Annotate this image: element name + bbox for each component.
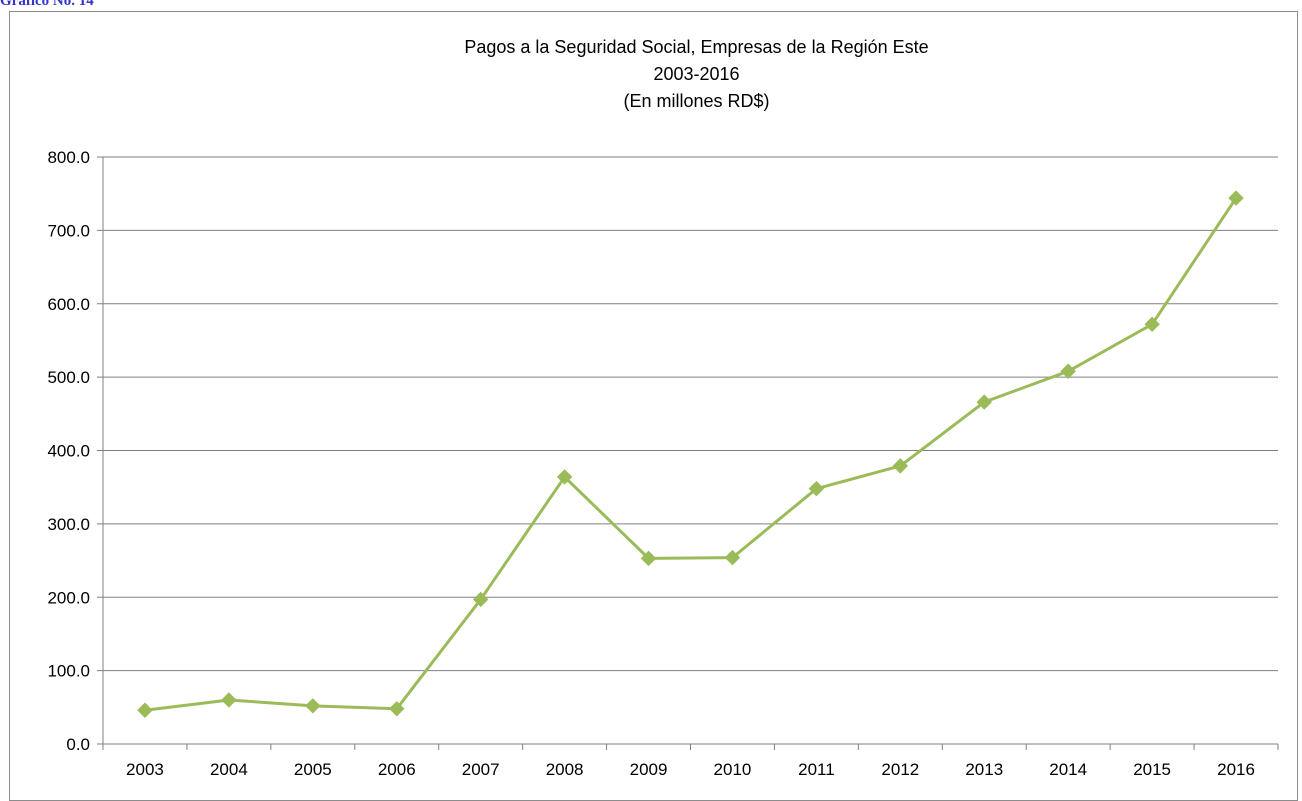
chart-frame: Pagos a la Seguridad Social, Empresas de… [9,11,1298,801]
x-tick-label: 2009 [630,760,668,779]
x-tick-label: 2010 [714,760,752,779]
y-tick-label: 800.0 [47,148,90,167]
x-tick-label: 2015 [1133,760,1171,779]
data-point-marker [976,394,992,410]
data-point-marker [1228,190,1244,206]
y-tick-label: 500.0 [47,368,90,387]
data-point-marker [808,480,825,497]
data-point-marker [305,698,321,714]
y-tick-label: 0.0 [66,735,90,754]
gridlines [97,156,1278,745]
line-chart: Pagos a la Seguridad Social, Empresas de… [47,37,1279,779]
data-point-marker [640,550,657,567]
y-tick-label: 600.0 [47,295,90,314]
data-point-marker [137,702,153,718]
y-tick-label: 200.0 [47,588,90,607]
data-point-marker [1144,316,1160,333]
figure-caption-label: Grafico No. 14 [0,0,94,9]
data-series [137,190,1244,718]
series-line [144,197,1238,712]
x-tick-label: 2007 [462,760,500,779]
x-tick-label: 2008 [546,760,584,779]
chart-title-line-3: (En millones RD$) [623,91,769,111]
data-point-marker [1060,363,1076,379]
x-tick-label: 2014 [1049,760,1087,779]
data-point-marker [892,458,909,474]
x-tick-label: 2003 [126,760,164,779]
data-point-marker [472,591,489,608]
axes [102,157,1279,750]
chart-title-line-1: Pagos a la Seguridad Social, Empresas de… [464,37,928,57]
data-point-marker [221,692,237,708]
x-tick-label: 2016 [1217,760,1255,779]
x-tick-label: 2012 [881,760,919,779]
x-tick-label: 2013 [965,760,1003,779]
y-tick-label: 400.0 [47,442,90,461]
x-tick-label: 2006 [378,760,416,779]
x-tick-label: 2005 [294,760,332,779]
y-tick-labels: 0.0 100.0 200.0 300.0 400.0 500.0 600.0 700.0 80… [47,148,90,754]
data-point-marker [724,549,741,566]
data-point-marker [556,469,573,485]
x-tick-label: 2004 [210,760,248,779]
x-tick-labels: 2003 2004 2005 2006 2007 2008 2009 2010 2011 2012… [126,760,1255,779]
chart-title: Pagos a la Seguridad Social, Empresas de… [464,37,928,111]
chart-title-line-2: 2003-2016 [653,64,739,84]
x-tick-label: 2011 [798,760,835,779]
y-tick-label: 300.0 [47,515,90,534]
y-tick-label: 700.0 [47,221,90,240]
data-point-marker [389,701,405,717]
y-tick-label: 100.0 [47,662,90,681]
